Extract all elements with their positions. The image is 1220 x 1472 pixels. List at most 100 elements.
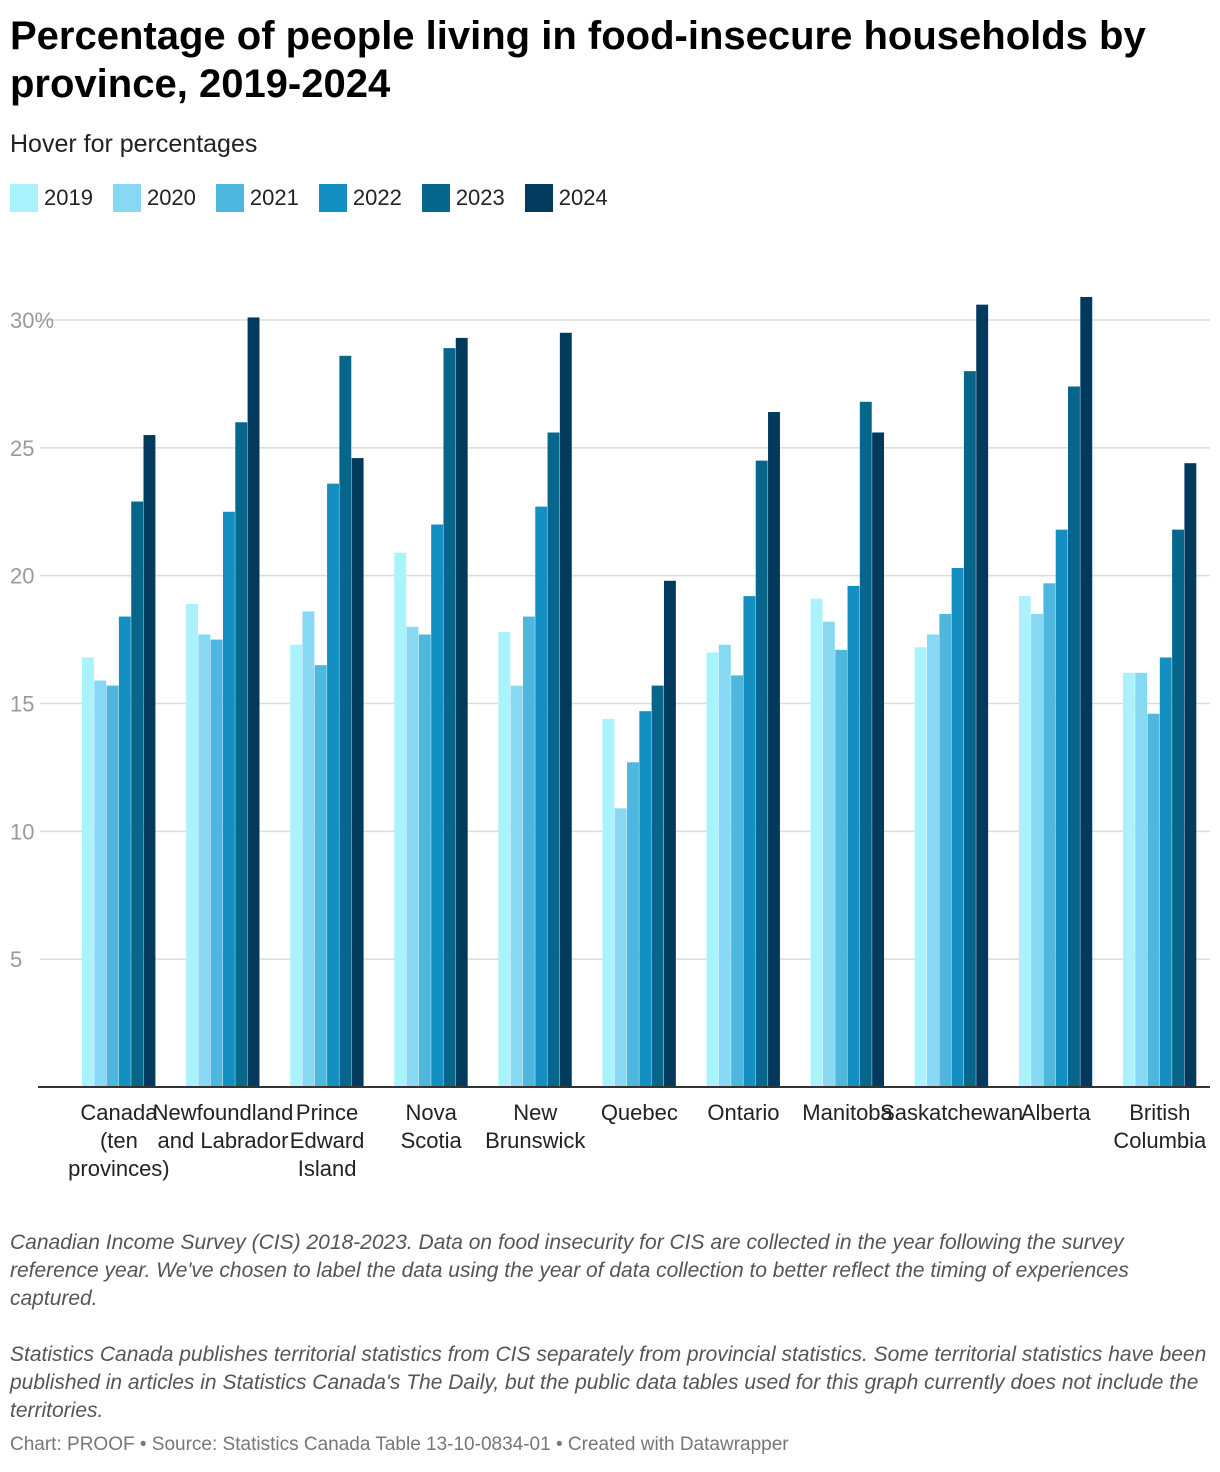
bar[interactable] <box>743 596 756 1087</box>
bar[interactable] <box>768 412 780 1087</box>
bar[interactable] <box>535 506 548 1087</box>
legend-label: 2021 <box>249 185 299 210</box>
x-tick-label: provinces) <box>68 1156 169 1181</box>
bar[interactable] <box>706 652 719 1087</box>
y-tick-label: 25 <box>10 436 34 461</box>
legend-label: 2020 <box>146 185 196 210</box>
chart-title: Percentage of people living in food-inse… <box>10 14 1146 106</box>
bar[interactable] <box>455 337 468 1087</box>
x-tick-label: New <box>513 1100 557 1125</box>
legend-label: 2024 <box>558 185 608 210</box>
bar[interactable] <box>939 614 952 1087</box>
bar[interactable] <box>976 304 989 1087</box>
bar[interactable] <box>547 432 560 1087</box>
bar[interactable] <box>1043 583 1056 1087</box>
bar[interactable] <box>1172 529 1185 1087</box>
y-tick-label: 20 <box>10 564 34 589</box>
bar[interactable] <box>351 458 364 1087</box>
bar[interactable] <box>327 483 339 1087</box>
bar[interactable] <box>872 432 885 1087</box>
bar[interactable] <box>406 626 419 1087</box>
bar[interactable] <box>627 762 639 1087</box>
y-tick-label: 30% <box>10 308 54 333</box>
bar[interactable] <box>235 422 248 1087</box>
x-tick-label: Ontario <box>707 1100 779 1125</box>
bar[interactable] <box>1068 386 1080 1087</box>
bar[interactable] <box>639 711 652 1087</box>
bar[interactable] <box>1135 672 1148 1087</box>
legend-label: 2022 <box>352 185 402 210</box>
bar[interactable] <box>431 524 444 1087</box>
bar[interactable] <box>822 621 835 1087</box>
legend-item-2019[interactable]: 2019 <box>10 184 93 212</box>
bar[interactable] <box>614 808 627 1087</box>
bar[interactable] <box>810 598 823 1087</box>
bar[interactable] <box>718 644 731 1087</box>
x-tick-label: Manitoba <box>802 1100 893 1125</box>
bar[interactable] <box>314 665 327 1087</box>
bar[interactable] <box>143 435 156 1087</box>
bar[interactable] <box>222 511 235 1087</box>
bar[interactable] <box>498 631 511 1087</box>
bar[interactable] <box>522 616 535 1087</box>
bar[interactable] <box>106 685 119 1087</box>
legend: 2019 2020 2021 2022 2023 2024 <box>10 184 628 212</box>
legend-item-2022[interactable]: 2022 <box>318 184 402 212</box>
bar[interactable] <box>1147 713 1160 1087</box>
y-tick-label: 5 <box>10 947 22 972</box>
note-territories: Statistics Canada publishes territorial … <box>10 1343 1207 1422</box>
bar[interactable] <box>559 332 572 1087</box>
bar[interactable] <box>602 718 615 1087</box>
bar[interactable] <box>755 460 768 1087</box>
legend-swatch <box>524 184 553 212</box>
x-tick-label: Saskatchewan <box>880 1100 1023 1125</box>
bar[interactable] <box>914 647 927 1087</box>
bar[interactable] <box>1184 463 1197 1087</box>
bar[interactable] <box>835 649 848 1087</box>
bar[interactable] <box>951 567 964 1087</box>
legend-item-2021[interactable]: 2021 <box>215 184 299 212</box>
bar[interactable] <box>1159 657 1172 1087</box>
bar[interactable] <box>443 348 456 1087</box>
bar[interactable] <box>663 580 676 1087</box>
bar[interactable] <box>118 616 131 1087</box>
bar[interactable] <box>210 639 223 1087</box>
bar[interactable] <box>510 685 523 1087</box>
bar[interactable] <box>1080 296 1093 1087</box>
bar[interactable] <box>927 634 939 1087</box>
x-tick-label: Nova <box>405 1100 457 1125</box>
bar[interactable] <box>302 611 315 1087</box>
legend-swatch <box>318 184 347 212</box>
bar[interactable] <box>1122 672 1135 1087</box>
bar[interactable] <box>290 644 303 1087</box>
x-tick-label: Prince <box>296 1100 358 1125</box>
legend-swatch <box>215 184 244 212</box>
bar[interactable] <box>1055 529 1068 1087</box>
x-tick-label: Alberta <box>1021 1100 1091 1125</box>
bar[interactable] <box>198 634 211 1087</box>
legend-swatch <box>421 184 450 212</box>
bar[interactable] <box>963 371 976 1088</box>
x-tick-label: Newfoundland <box>153 1100 294 1125</box>
bar[interactable] <box>82 657 94 1087</box>
bar[interactable] <box>1018 596 1031 1087</box>
legend-item-2024[interactable]: 2024 <box>524 184 608 212</box>
x-tick-label: Quebec <box>601 1100 678 1125</box>
bar[interactable] <box>651 685 664 1087</box>
bar[interactable] <box>1031 614 1044 1087</box>
bar[interactable] <box>131 501 144 1087</box>
legend-item-2020[interactable]: 2020 <box>112 184 196 212</box>
chart-subtitle: Hover for percentages <box>10 130 258 158</box>
chart-footer: Chart: PROOF • Source: Statistics Canada… <box>10 1434 789 1455</box>
x-tick-label: British <box>1129 1100 1190 1125</box>
bar[interactable] <box>339 355 352 1087</box>
bar[interactable] <box>94 680 107 1087</box>
bar[interactable] <box>418 634 431 1087</box>
bar[interactable] <box>859 401 872 1087</box>
bar[interactable] <box>186 603 198 1087</box>
legend-item-2023[interactable]: 2023 <box>421 184 505 212</box>
bar[interactable] <box>731 675 744 1087</box>
bar[interactable] <box>394 552 407 1087</box>
bar[interactable] <box>847 585 860 1087</box>
bar[interactable] <box>247 317 260 1087</box>
